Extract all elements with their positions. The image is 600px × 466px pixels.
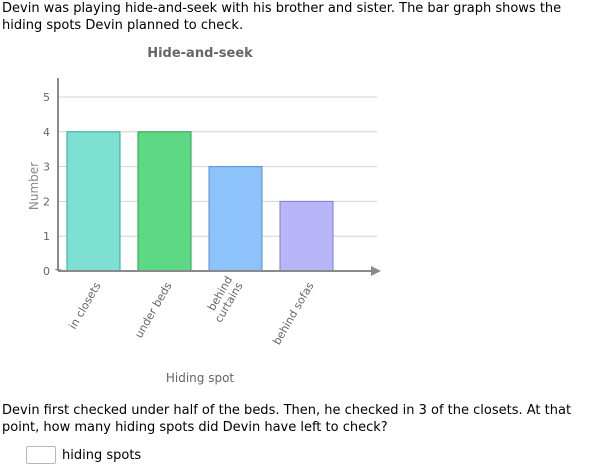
x-tick-label-line: under beds [132,280,174,341]
answer-input[interactable] [26,446,56,464]
x-tick-label-line: behind sofas [270,280,316,347]
chart-title: Hide-and-seek [147,46,253,61]
x-tick-label: in closets [66,280,103,332]
y-axis-label: Number [27,162,41,210]
y-tick-labels: 0 1 2 3 4 5 [43,91,50,278]
bar-behind-curtains [208,166,263,272]
bars [66,131,334,272]
y-tick-label: 2 [43,195,50,208]
problem-intro: Devin was playing hide-and-seek with his… [2,1,562,33]
x-axis-label: Hiding spot [166,371,235,385]
y-tick-label: 4 [43,126,50,139]
y-tick-label: 1 [43,230,50,243]
bar-in-closets [66,131,121,272]
bar-chart: Hide-and-seek 0 1 2 3 4 5 in closets under bed… [27,46,381,385]
answer-unit-label: hiding spots [62,447,142,463]
bar-under-beds [137,131,192,272]
answer-row: hiding spots [26,444,141,466]
x-tick-label: behind sofas [270,280,316,347]
bar-behind-sofas [279,200,334,272]
y-tick-label: 0 [43,265,50,278]
x-tick-label: under beds [132,280,174,341]
problem-question: Devin first checked under half of the be… [2,403,572,435]
y-tick-label: 3 [43,161,50,174]
x-tick-label-line: in closets [66,280,103,332]
origin-mark [54,269,62,271]
y-tick-label: 5 [43,91,50,104]
axes [54,78,381,276]
x-axis-arrow [371,266,381,276]
